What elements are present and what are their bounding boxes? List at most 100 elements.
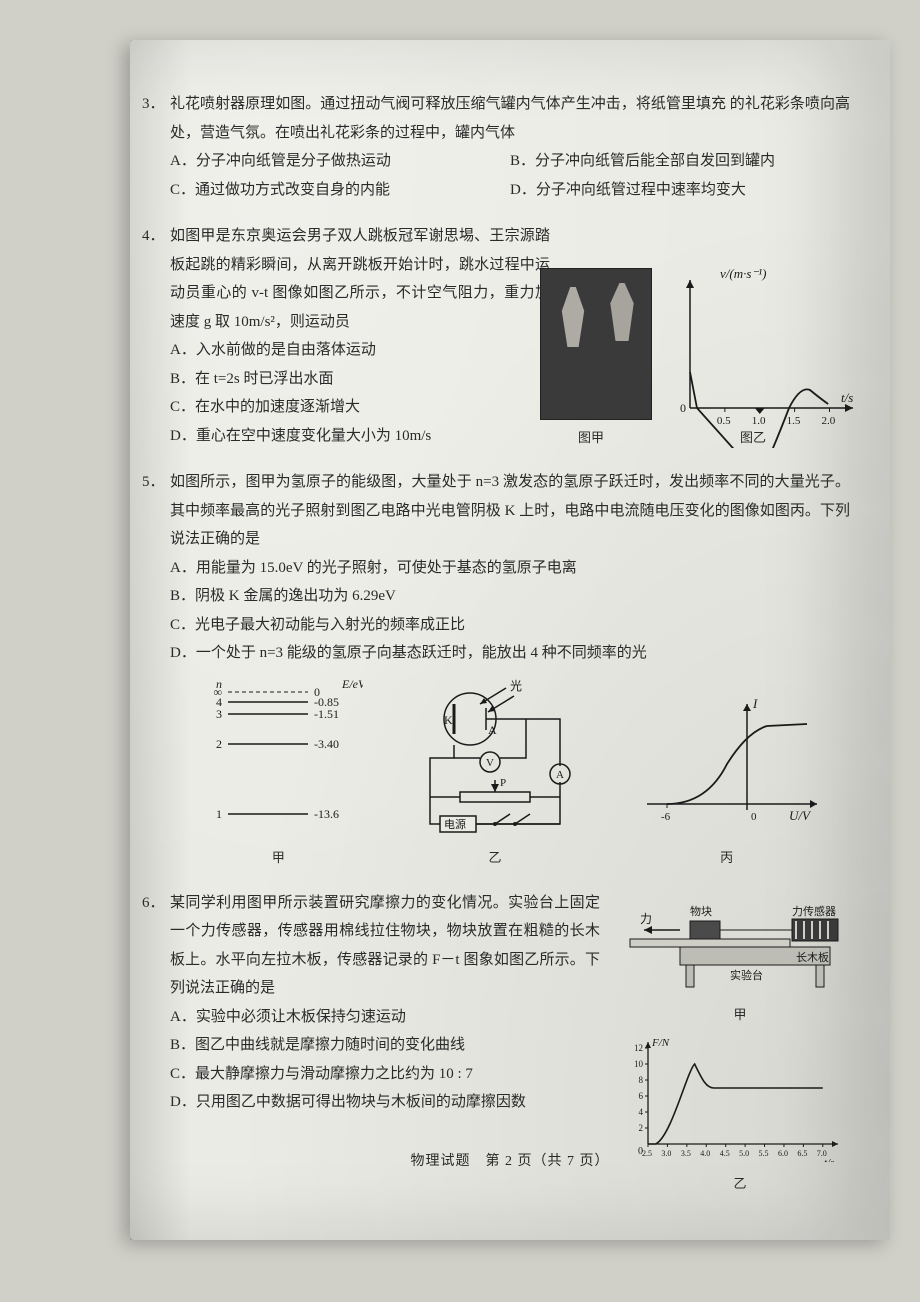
svg-text:物块: 物块 xyxy=(690,904,712,918)
q6-cap-1: 甲 xyxy=(620,1003,860,1028)
q6-cap-2: 乙 xyxy=(620,1172,860,1197)
svg-text:1.5: 1.5 xyxy=(787,415,801,427)
svg-text:0: 0 xyxy=(751,811,757,823)
q3-option-a: A．分子冲向纸管是分子做热运动 xyxy=(170,147,510,176)
svg-text:V: V xyxy=(486,757,494,769)
svg-text:0: 0 xyxy=(680,401,686,415)
q5-cap-2: 乙 xyxy=(410,846,580,871)
svg-text:K: K xyxy=(444,713,453,727)
q5-option-c: C．光电子最大初动能与入射光的频率成正比 xyxy=(170,611,850,640)
q4-options: A．入水前做的是自由落体运动 B．在 t=2s 时已浮出水面 C．在水中的加速度… xyxy=(170,336,550,450)
svg-text:电源: 电源 xyxy=(444,817,466,831)
svg-text:2: 2 xyxy=(639,1123,644,1133)
svg-text:A: A xyxy=(556,769,564,781)
q4-figures: 图甲 v/(m·s⁻¹)t/s00.51.01.52.0 图乙 xyxy=(540,258,860,448)
q4-caption-2: 图乙 xyxy=(740,426,766,451)
q4-stem: 如图甲是东京奥运会男子双人跳板冠军谢思埸、王宗源踏板起跳的精彩瞬间，从离开跳板开… xyxy=(170,222,550,336)
q4-option-a: A．入水前做的是自由落体运动 xyxy=(170,336,550,365)
svg-text:E/eV: E/eV xyxy=(341,677,363,691)
q5-cap-1: 甲 xyxy=(193,846,363,871)
svg-text:6.0: 6.0 xyxy=(778,1149,788,1158)
q6-stem: 某同学利用图甲所示装置研究摩擦力的变化情况。实验台上固定一个力传感器，传感器用棉… xyxy=(170,889,600,1003)
svg-text:3.5: 3.5 xyxy=(681,1149,691,1158)
svg-text:5.0: 5.0 xyxy=(739,1149,749,1158)
question-6: 6． 某同学利用图甲所示装置研究摩擦力的变化情况。实验台上固定一个力传感器，传感… xyxy=(170,889,850,1129)
q4-vt-graph: v/(m·s⁻¹)t/s00.51.01.52.0 xyxy=(670,258,860,448)
svg-text:6.5: 6.5 xyxy=(797,1149,807,1158)
question-5: 5． 如图所示，图甲为氢原子的能级图，大量处于 n=3 激发态的氢原子跃迁时，发… xyxy=(170,468,850,871)
q6-options: A．实验中必须让木板保持匀速运动 B．图乙中曲线就是摩擦力随时间的变化曲线 C．… xyxy=(170,1003,600,1117)
svg-text:2.0: 2.0 xyxy=(822,415,836,427)
svg-text:长木板: 长木板 xyxy=(796,950,829,964)
q6-option-b: B．图乙中曲线就是摩擦力随时间的变化曲线 xyxy=(170,1031,600,1060)
q6-option-c: C．最大静摩擦力与滑动摩擦力之比约为 10 : 7 xyxy=(170,1060,600,1089)
svg-text:-13.6: -13.6 xyxy=(314,807,339,821)
svg-text:4.0: 4.0 xyxy=(700,1149,710,1158)
svg-text:实验台: 实验台 xyxy=(730,968,763,982)
q5-circuit-svg: K A 光 A VP 电源 xyxy=(410,674,580,834)
svg-text:A: A xyxy=(488,723,497,737)
q3-stem: 礼花喷射器原理如图。通过扭动气阀可释放压缩气罐内气体产生冲击，将纸管里填充 的礼… xyxy=(170,90,850,147)
svg-text:3.0: 3.0 xyxy=(661,1149,671,1158)
q5-levels-svg: nE/eV∞04-0.853-1.512-3.401-13.6 xyxy=(193,674,363,834)
svg-text:8: 8 xyxy=(639,1075,644,1085)
q6-ft-svg: F/Nt/s0246810122.53.03.54.04.55.05.56.06… xyxy=(620,1032,850,1162)
svg-text:2.5: 2.5 xyxy=(642,1149,652,1158)
svg-text:力传感器: 力传感器 xyxy=(792,905,836,918)
q4-option-d: D．重心在空中速度变化量大小为 10m/s xyxy=(170,422,550,451)
q4-option-b: B．在 t=2s 时已浮出水面 xyxy=(170,365,550,394)
svg-text:光: 光 xyxy=(510,679,522,693)
q5-option-a: A．用能量为 15.0eV 的光子照射，可使处于基态的氢原子电离 xyxy=(170,554,850,583)
svg-text:4.5: 4.5 xyxy=(720,1149,730,1158)
q3-option-d: D．分子冲向纸管过程中速率均变大 xyxy=(510,176,850,205)
svg-text:7.0: 7.0 xyxy=(817,1149,827,1158)
q3-option-b: B．分子冲向纸管后能全部自发回到罐内 xyxy=(510,147,850,176)
q5-stem: 如图所示，图甲为氢原子的能级图，大量处于 n=3 激发态的氢原子跃迁时，发出频率… xyxy=(170,468,850,554)
q5-figures: nE/eV∞04-0.853-1.512-3.401-13.6 甲 KA光AVP… xyxy=(170,674,850,871)
q3-number: 3． xyxy=(142,90,165,119)
svg-text:t/s: t/s xyxy=(841,390,853,405)
question-4: 4． 如图甲是东京奥运会男子双人跳板冠军谢思埸、王宗源踏板起跳的精彩瞬间，从离开… xyxy=(170,222,850,450)
svg-text:U/V: U/V xyxy=(789,808,812,823)
svg-text:10: 10 xyxy=(634,1059,644,1069)
q6-number: 6． xyxy=(142,889,165,918)
q6-option-a: A．实验中必须让木板保持匀速运动 xyxy=(170,1003,600,1032)
svg-text:-1.51: -1.51 xyxy=(314,707,339,721)
q5-options: A．用能量为 15.0eV 的光子照射，可使处于基态的氢原子电离 B．阴极 K … xyxy=(170,554,850,668)
svg-text:F/N: F/N xyxy=(651,1037,670,1049)
q6-figures: 实验台长木板物块力传感器力 甲 F/Nt/s0246810122.53.03.5… xyxy=(620,893,860,1197)
svg-text:6: 6 xyxy=(639,1091,644,1101)
q5-number: 5． xyxy=(142,468,165,497)
q5-circuit: K A 光 A VP 电源 乙 xyxy=(410,674,580,871)
svg-text:3: 3 xyxy=(216,707,222,721)
svg-text:力: 力 xyxy=(640,912,652,926)
svg-text:12: 12 xyxy=(634,1043,643,1053)
q6-setup-svg: 实验台 长木板 物块 力传感器力 xyxy=(620,893,850,993)
exam-page: 3． 礼花喷射器原理如图。通过扭动气阀可释放压缩气罐内气体产生冲击，将纸管里填充… xyxy=(130,40,890,1240)
svg-text:I: I xyxy=(752,696,758,711)
q4-photo xyxy=(540,268,652,420)
svg-text:v/(m·s⁻¹): v/(m·s⁻¹) xyxy=(720,266,767,281)
q3-option-c: C．通过做功方式改变自身的内能 xyxy=(170,176,510,205)
svg-text:-6: -6 xyxy=(661,811,671,823)
svg-text:5.5: 5.5 xyxy=(759,1149,769,1158)
q5-cap-3: 丙 xyxy=(627,846,827,871)
svg-text:4: 4 xyxy=(639,1107,644,1117)
svg-text:P: P xyxy=(500,777,506,789)
q4-option-c: C．在水中的加速度逐渐增大 xyxy=(170,393,550,422)
q3-stem-line1: 礼花喷射器原理如图。通过扭动气阀可释放压缩气罐内气体产生冲击，将纸管里填充 xyxy=(170,96,726,112)
question-3: 3． 礼花喷射器原理如图。通过扭动气阀可释放压缩气罐内气体产生冲击，将纸管里填充… xyxy=(170,90,850,204)
q5-iv-graph: I U/V -6 0 丙 xyxy=(627,684,827,871)
q6-option-d: D．只用图乙中数据可得出物块与木板间的动摩擦因数 xyxy=(170,1088,600,1117)
q4-caption-1: 图甲 xyxy=(578,426,604,451)
svg-text:0.5: 0.5 xyxy=(717,415,731,427)
svg-text:-3.40: -3.40 xyxy=(314,737,339,751)
q5-energy-levels: nE/eV∞04-0.853-1.512-3.401-13.6 甲 xyxy=(193,674,363,871)
q5-option-b: B．阴极 K 金属的逸出功为 6.29eV xyxy=(170,582,850,611)
q4-number: 4． xyxy=(142,222,165,251)
q5-option-d: D．一个处于 n=3 能级的氢原子向基态跃迁时，能放出 4 种不同频率的光 xyxy=(170,639,850,668)
svg-text:1: 1 xyxy=(216,807,222,821)
q3-options: A．分子冲向纸管是分子做热运动 B．分子冲向纸管后能全部自发回到罐内 C．通过做… xyxy=(170,147,850,204)
q5-iv-svg: I U/V -6 0 xyxy=(627,684,827,834)
svg-text:2: 2 xyxy=(216,737,222,751)
